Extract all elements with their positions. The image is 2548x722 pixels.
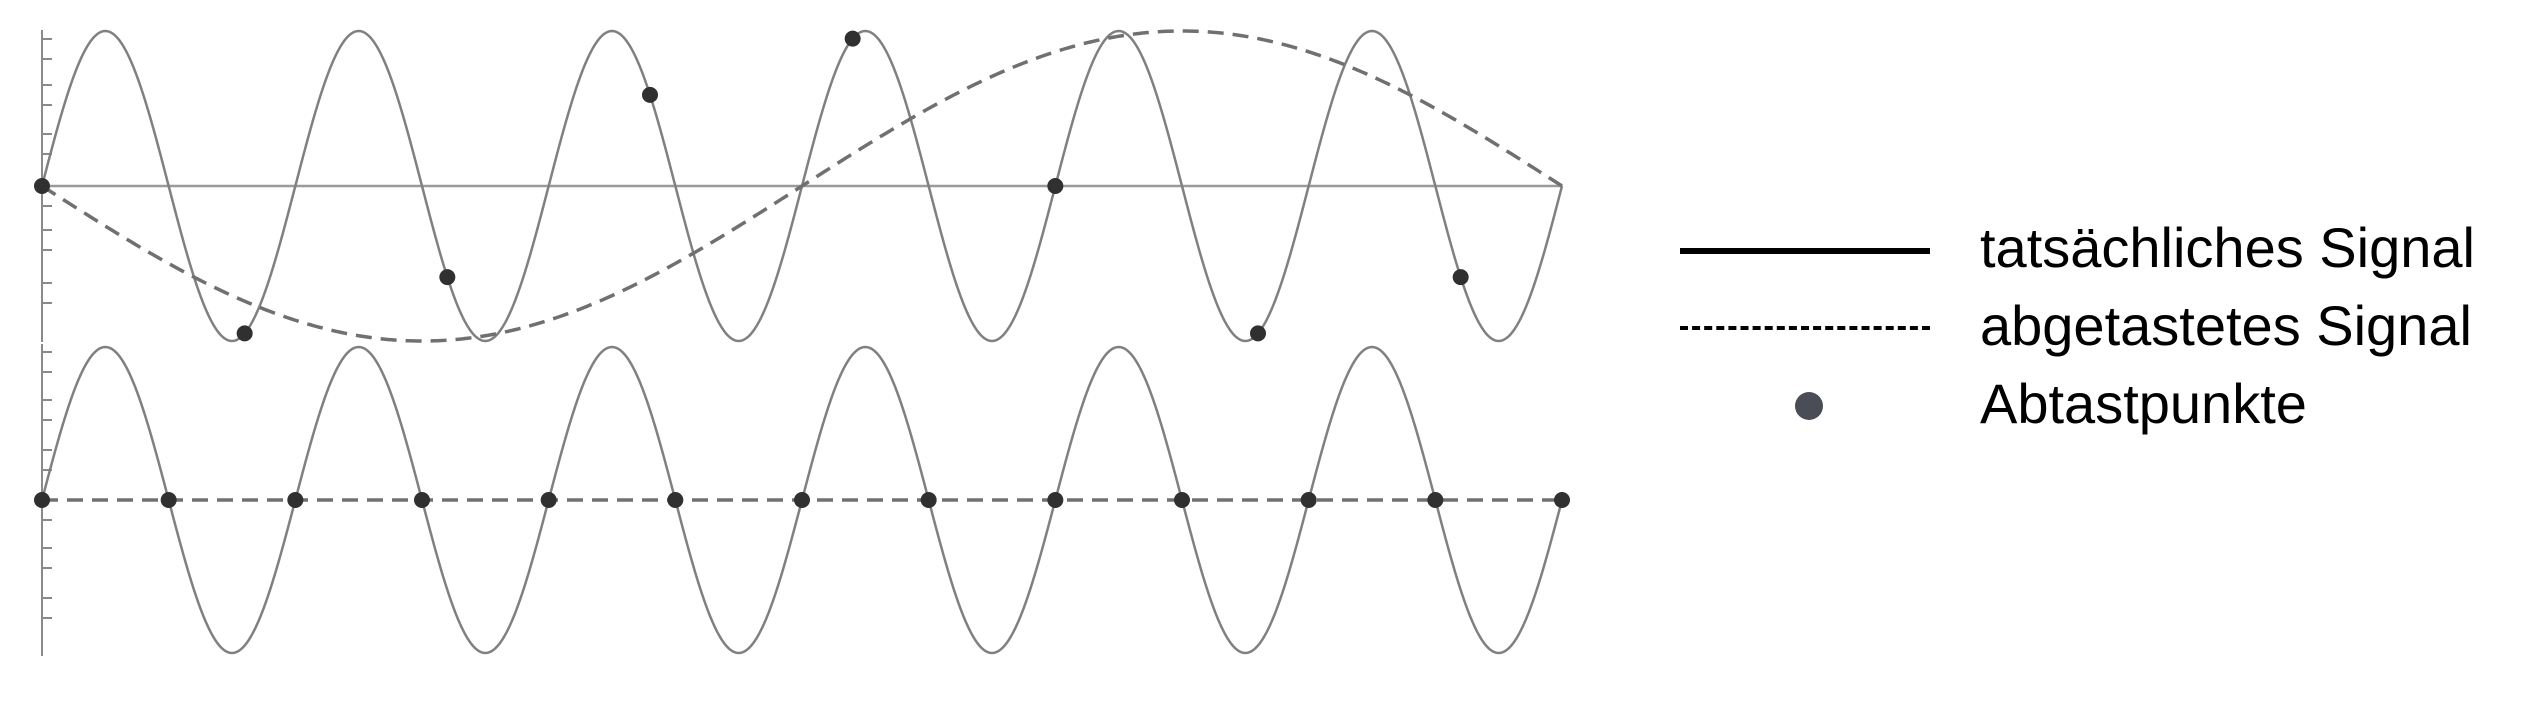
sample-point xyxy=(920,492,937,508)
legend-label-sampled: abgetastetes Signal xyxy=(1980,294,2472,357)
legend-dashed-line-swatch xyxy=(1680,326,1930,330)
sample-point xyxy=(1300,492,1317,508)
sampling-figure xyxy=(34,29,1570,656)
sampled-signal-line xyxy=(41,29,1563,343)
legend-item-actual: tatsächliches Signal xyxy=(1660,210,2540,288)
legend: tatsächliches Signal abgetastetes Signal… xyxy=(1660,210,2540,444)
legend-label-actual: tatsächliches Signal xyxy=(1980,216,2475,279)
sample-point xyxy=(34,492,50,508)
sample-point xyxy=(1452,269,1469,286)
sample-point xyxy=(236,325,253,342)
sample-point xyxy=(794,492,810,508)
legend-label-points: Abtastpunkte xyxy=(1980,372,2307,435)
sample-point xyxy=(540,492,557,508)
sample-point xyxy=(414,492,430,508)
legend-item-points: Abtastpunkte xyxy=(1660,366,2540,444)
sample-point xyxy=(1250,325,1266,342)
sample-point xyxy=(667,492,684,508)
sample-point xyxy=(1174,492,1190,508)
sample-point xyxy=(160,492,177,508)
legend-dot-swatch xyxy=(1795,392,1823,420)
sample-point xyxy=(1047,492,1064,508)
sample-point xyxy=(439,269,456,286)
sample-point xyxy=(1554,492,1570,508)
legend-solid-line-swatch xyxy=(1680,248,1930,254)
sample-point xyxy=(1047,178,1064,194)
sample-point xyxy=(287,492,304,508)
sample-point xyxy=(34,178,50,194)
sample-point xyxy=(642,86,658,103)
sample-point xyxy=(1427,492,1444,508)
panel-undersampling xyxy=(34,29,1564,343)
legend-item-sampled: abgetastetes Signal xyxy=(1660,288,2540,366)
sample-point xyxy=(844,30,861,47)
panel-nyquist-sampling xyxy=(34,344,1570,656)
